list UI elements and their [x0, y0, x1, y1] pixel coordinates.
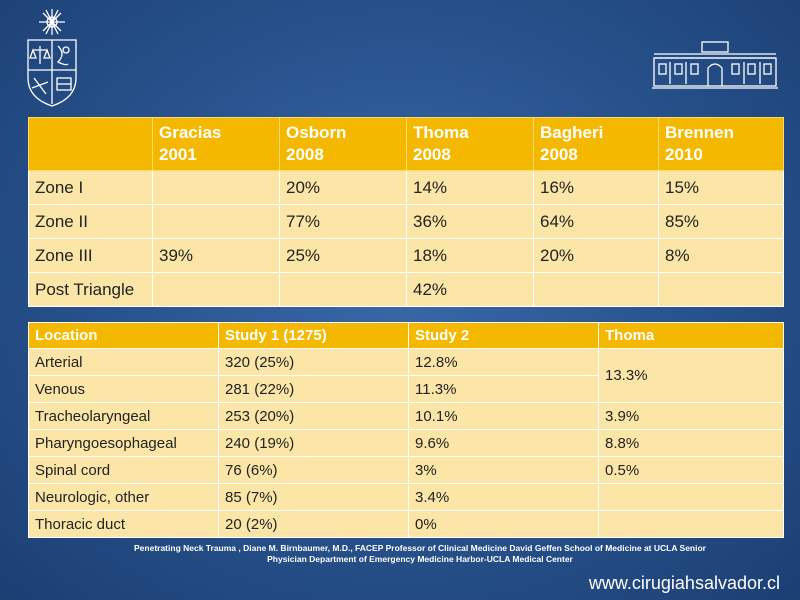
table-cell: 85% — [658, 204, 784, 239]
table-cell: 8.8% — [598, 429, 784, 457]
header-cell-osborn: Osborn 2008 — [279, 117, 407, 171]
table-cell: 20 (2%) — [218, 510, 409, 538]
row-label: Spinal cord — [28, 456, 219, 484]
table-cell — [598, 510, 784, 538]
citation-line-2: Physician Department of Emergency Medici… — [267, 554, 573, 564]
table-cell: 3.4% — [408, 483, 599, 511]
citation-line-1: Penetrating Neck Trauma , Diane M. Birnb… — [134, 543, 706, 553]
table-row: Tracheolaryngeal 253 (20%) 10.1% 3.9% — [28, 402, 784, 430]
table-row: Thoracic duct 20 (2%) 0% — [28, 510, 784, 538]
table-cell — [279, 272, 407, 307]
hospital-building-icon — [652, 41, 778, 89]
table-cell: 8% — [658, 238, 784, 273]
row-label: Zone I — [28, 170, 153, 205]
header-cell-gracias: Gracias 2001 — [152, 117, 280, 171]
table-row: Arterial 320 (25%) 12.8% 13.3% — [28, 348, 784, 403]
table-row: Venous 281 (22%) 11.3% — [28, 375, 784, 403]
table-cell: 253 (20%) — [218, 402, 409, 430]
row-label: Tracheolaryngeal — [28, 402, 219, 430]
table-cell: 3.9% — [598, 402, 784, 430]
table-cell: 76 (6%) — [218, 456, 409, 484]
row-label: Pharyngoesophageal — [28, 429, 219, 457]
row-label: Zone III — [28, 238, 153, 273]
table-row: Zone II 77% 36% 64% 85% — [28, 204, 784, 239]
table-cell: 20% — [533, 238, 659, 273]
table-cell — [152, 272, 280, 307]
table-cell: 240 (19%) — [218, 429, 409, 457]
header-cell-blank — [28, 117, 153, 171]
university-crest-icon — [27, 9, 77, 107]
table-row: Zone III 39% 25% 18% 20% 8% — [28, 238, 784, 273]
header-cell-bagheri: Bagheri 2008 — [533, 117, 659, 171]
row-label: Thoracic duct — [28, 510, 219, 538]
website-url: www.cirugiahsalvador.cl — [588, 573, 780, 593]
table-cell-merged: 13.3% — [598, 348, 784, 403]
table-cell: 0.5% — [598, 456, 784, 484]
table-cell: 12.8% — [408, 348, 599, 376]
header-cell-thoma: Thoma 2008 — [406, 117, 534, 171]
row-label: Venous — [28, 375, 219, 403]
table-cell: 36% — [406, 204, 534, 239]
table-cell: 281 (22%) — [218, 375, 409, 403]
row-label: Arterial — [28, 348, 219, 376]
row-label: Post Triangle — [28, 272, 153, 307]
table-cell: 25% — [279, 238, 407, 273]
header-cell-study1: Study 1 (1275) — [218, 322, 409, 349]
table-cell: 10.1% — [408, 402, 599, 430]
table-row: Post Triangle 42% — [28, 272, 784, 307]
table-cell — [533, 272, 659, 307]
table-cell: 14% — [406, 170, 534, 205]
table-row: Zone I 20% 14% 16% 15% — [28, 170, 784, 205]
table-cell: 320 (25%) — [218, 348, 409, 376]
table-cell: 77% — [279, 204, 407, 239]
table-cell: 39% — [152, 238, 280, 273]
row-label: Zone II — [28, 204, 153, 239]
citation-footnote: Penetrating Neck Trauma , Diane M. Birnb… — [80, 543, 760, 565]
header-cell-location: Location — [28, 322, 219, 349]
table-cell: 16% — [533, 170, 659, 205]
table-cell: 11.3% — [408, 375, 599, 403]
table-cell — [598, 483, 784, 511]
row-label: Neurologic, other — [28, 483, 219, 511]
table-cell: 0% — [408, 510, 599, 538]
table-cell: 20% — [279, 170, 407, 205]
table-cell: 3% — [408, 456, 599, 484]
table-cell: 85 (7%) — [218, 483, 409, 511]
zone-incidence-table: Gracias 2001 Osborn 2008 Thoma 2008 Bagheri… — [28, 117, 784, 307]
table-row: Spinal cord 76 (6%) 3% 0.5% — [28, 456, 784, 484]
table-cell — [152, 204, 280, 239]
header-cell-thoma: Thoma — [598, 322, 784, 349]
table-cell: 18% — [406, 238, 534, 273]
table-header-row: Location Study 1 (1275) Study 2 Thoma — [28, 322, 784, 349]
table-cell: 15% — [658, 170, 784, 205]
injury-location-table: Location Study 1 (1275) Study 2 Thoma Ar… — [28, 322, 784, 538]
table-cell — [658, 272, 784, 307]
table-cell — [152, 170, 280, 205]
header-cell-brennen: Brennen 2010 — [658, 117, 784, 171]
table-cell: 42% — [406, 272, 534, 307]
table-cell: 9.6% — [408, 429, 599, 457]
table-header-row: Gracias 2001 Osborn 2008 Thoma 2008 Bagheri… — [28, 117, 784, 171]
table-cell: 64% — [533, 204, 659, 239]
header-cell-study2: Study 2 — [408, 322, 599, 349]
table-row: Pharyngoesophageal 240 (19%) 9.6% 8.8% — [28, 429, 784, 457]
table-row: Neurologic, other 85 (7%) 3.4% — [28, 483, 784, 511]
